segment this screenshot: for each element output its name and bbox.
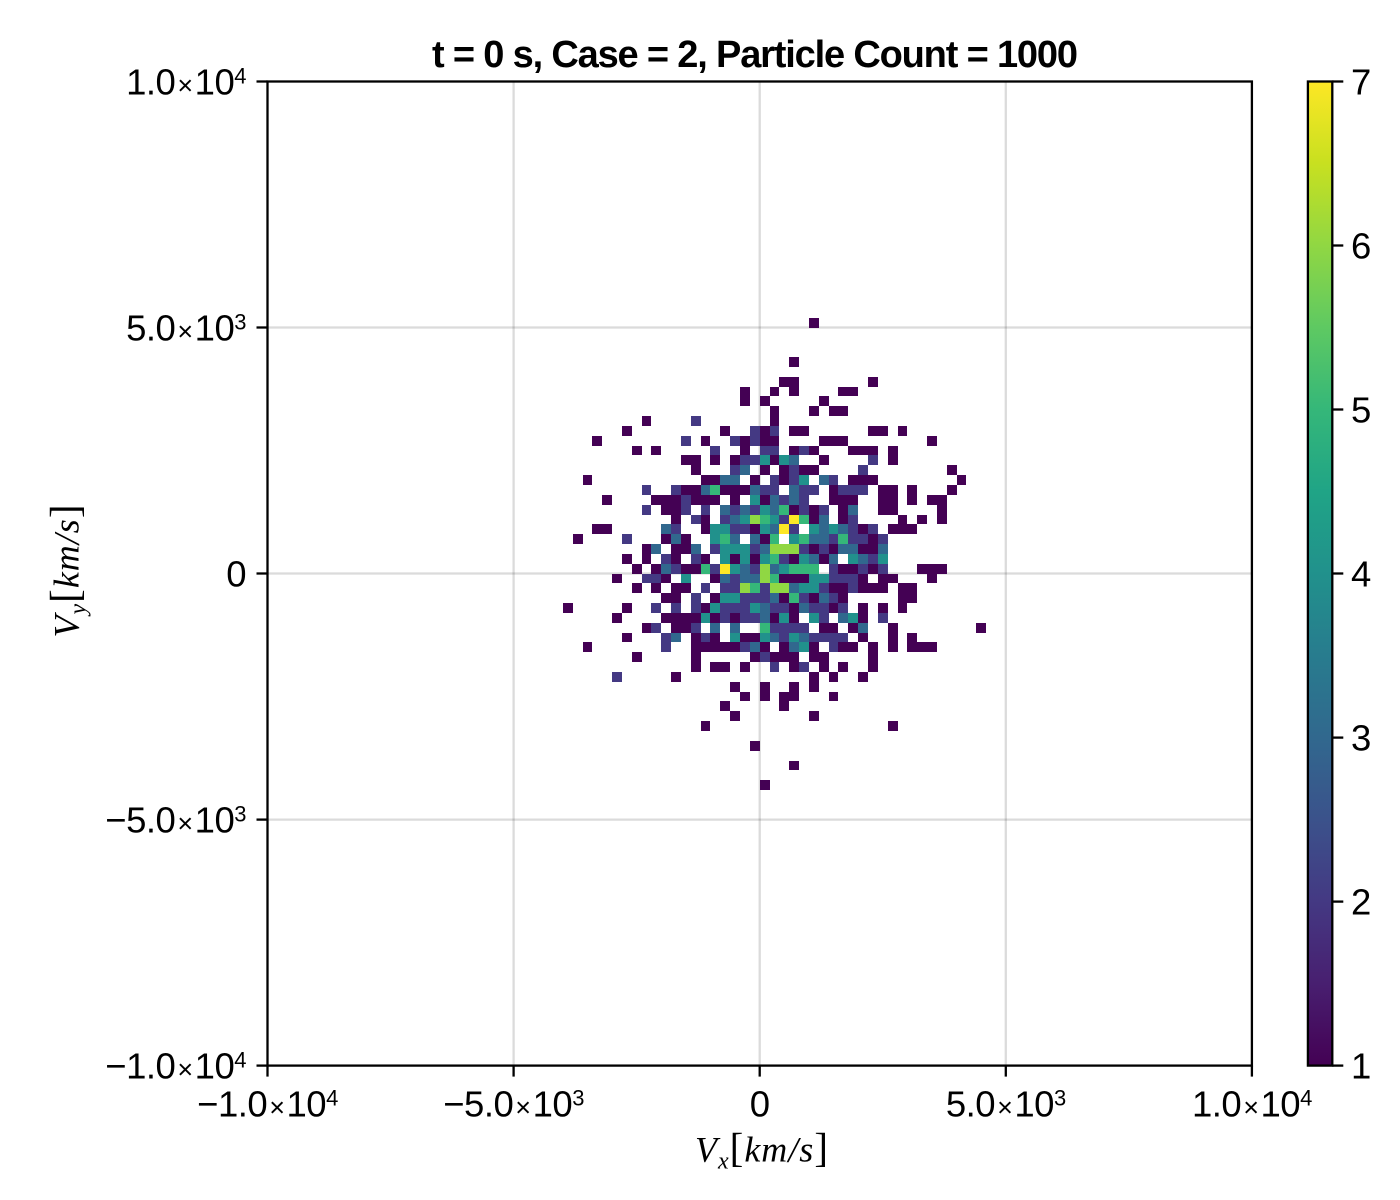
svg-text:Vy[km/s]: Vy[km/s] [42, 504, 92, 638]
svg-text:3: 3 [1351, 718, 1371, 759]
svg-text:t = 0 s, Case = 2, Particle Co: t = 0 s, Case = 2, Particle Count = 1000 [432, 34, 1078, 76]
svg-text:2: 2 [1351, 882, 1371, 923]
svg-text:0: 0 [226, 554, 246, 595]
svg-text:−5.0×103: −5.0×103 [443, 1084, 584, 1125]
svg-text:5.0×103: 5.0×103 [946, 1084, 1066, 1125]
svg-text:5: 5 [1351, 390, 1371, 431]
svg-text:−1.0×104: −1.0×104 [105, 1046, 246, 1087]
svg-text:1: 1 [1351, 1046, 1371, 1087]
svg-text:0: 0 [750, 1084, 770, 1125]
svg-text:−1.0×104: −1.0×104 [197, 1084, 338, 1125]
svg-text:1.0×104: 1.0×104 [1192, 1084, 1312, 1125]
svg-text:4: 4 [1351, 554, 1371, 595]
svg-text:5.0×103: 5.0×103 [126, 308, 246, 349]
svg-text:6: 6 [1351, 226, 1371, 267]
svg-text:7: 7 [1351, 62, 1371, 103]
svg-text:1.0×104: 1.0×104 [126, 62, 246, 103]
svg-text:−5.0×103: −5.0×103 [105, 800, 246, 841]
svg-text:Vx[km/s]: Vx[km/s] [695, 1125, 829, 1175]
